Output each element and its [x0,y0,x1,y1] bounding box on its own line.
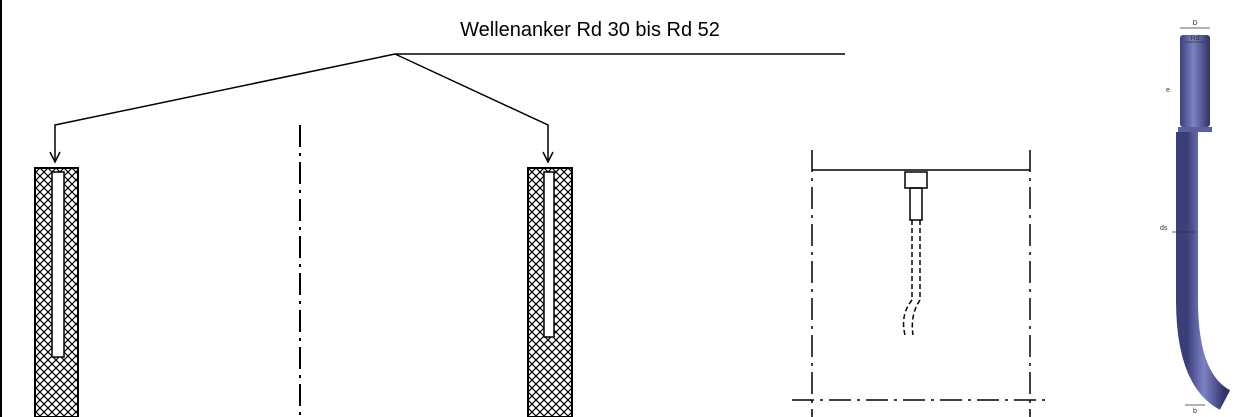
left-wall [34,167,79,417]
dim-ds: ds [1160,225,1168,232]
right-wall [527,167,573,417]
section-view [792,150,1050,417]
dim-b: b [1193,408,1197,415]
dim-d: D [1192,20,1197,27]
dim-e: e [1166,87,1170,94]
dim-rd: Rd [1191,35,1200,42]
leader-lines [49,53,845,164]
title: Wellenanker Rd 30 bis Rd 52 [460,19,720,41]
anchor-render: D Rd e ds b [1160,20,1231,415]
